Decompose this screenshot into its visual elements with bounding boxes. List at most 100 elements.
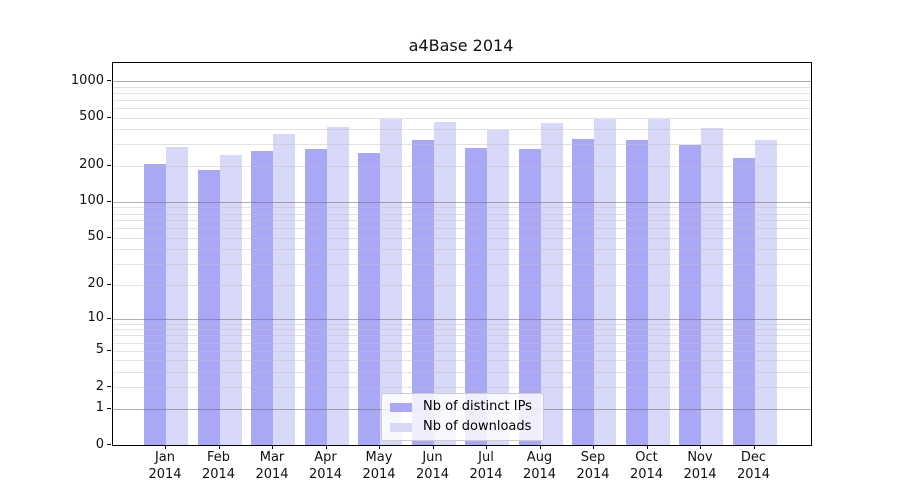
x-tick-year: 2014: [469, 467, 503, 482]
x-tick-label: Dec 2014: [722, 449, 786, 483]
y-tick-label: 1: [95, 400, 104, 415]
minor-gridline: [113, 165, 811, 167]
y-tick-label: 0: [95, 436, 104, 452]
x-tick: [218, 445, 220, 449]
minor-gridline: [113, 387, 811, 389]
bar-downloads-jan: [166, 146, 188, 445]
minor-gridline: [113, 220, 811, 222]
legend-label: Nb of distinct IPs: [423, 399, 532, 414]
major-gridline: [113, 318, 811, 320]
y-tick-label: 5: [95, 342, 104, 358]
x-tick: [272, 445, 273, 449]
y-tick: [107, 444, 111, 445]
bar-distinct-ips-oct: [625, 140, 648, 445]
x-tick: [593, 445, 594, 449]
minor-gridline: [113, 237, 811, 239]
x-tick-year: 2014: [736, 467, 771, 482]
bar-distinct-ips-may: [358, 153, 380, 445]
bar-distinct-ips-aug: [518, 149, 541, 445]
x-tick-label: Oct 2014: [615, 449, 679, 483]
x-tick-year: 2014: [362, 467, 396, 482]
bar-distinct-ips-feb: [197, 169, 220, 445]
x-tick-year: 2014: [683, 467, 717, 482]
bar-distinct-ips-apr: [304, 148, 327, 445]
bar-downloads-jul: [487, 130, 509, 445]
legend-entry: Nb of distinct IPs: [390, 399, 532, 415]
x-tick: [753, 445, 755, 449]
bar-downloads-dec: [754, 140, 777, 445]
minor-gridline: [113, 129, 811, 131]
legend-swatch: [390, 402, 412, 412]
minor-gridline: [113, 107, 811, 109]
plot-area: Nb of distinct IPs Nb of downloads: [112, 62, 812, 446]
y-tick: [107, 317, 111, 319]
minor-gridline: [113, 249, 811, 251]
y-tick: [107, 386, 111, 388]
bar-downloads-oct: [647, 118, 670, 445]
minor-gridline: [113, 360, 811, 362]
x-tick-year: 2014: [629, 467, 664, 482]
bar-downloads-jun: [433, 122, 456, 445]
x-tick: [165, 445, 166, 449]
x-tick-year: 2014: [576, 467, 610, 482]
minor-gridline: [113, 329, 811, 331]
x-tick-label: Nov 2014: [668, 449, 732, 483]
x-tick-year: 2014: [415, 467, 450, 482]
minor-gridline: [113, 228, 811, 230]
minor-gridline: [113, 264, 811, 266]
x-tick-label: May 2014: [347, 449, 411, 483]
minor-gridline: [113, 99, 811, 101]
legend: Nb of distinct IPs Nb of downloads: [381, 393, 544, 441]
minor-gridline: [113, 144, 811, 146]
y-tick-label: 20: [87, 276, 104, 292]
y-tick: [107, 407, 111, 409]
minor-gridline: [113, 372, 811, 373]
bar-distinct-ips-dec: [732, 158, 755, 445]
y-tick: [107, 236, 111, 238]
minor-gridline: [113, 117, 811, 119]
minor-gridline: [113, 213, 811, 215]
x-tick-label: Mar 2014: [240, 449, 304, 483]
bar-distinct-ips-jun: [411, 139, 434, 445]
x-tick-label: Jun 2014: [401, 449, 465, 483]
y-tick: [107, 164, 111, 166]
minor-gridline: [113, 86, 811, 88]
major-gridline: [113, 201, 811, 203]
x-tick: [432, 445, 434, 449]
y-tick: [107, 80, 111, 81]
minor-gridline: [113, 284, 811, 286]
x-tick: [646, 445, 648, 449]
chart-title: a4Base 2014: [408, 36, 514, 55]
bar-downloads-mar: [273, 134, 295, 445]
bar-downloads-feb: [219, 154, 242, 445]
x-tick: [486, 445, 487, 449]
x-tick-label: Apr 2014: [294, 449, 358, 483]
x-tick-year: 2014: [522, 467, 557, 482]
x-tick: [379, 445, 380, 449]
y-tick: [107, 283, 111, 285]
x-tick-label: Aug 2014: [508, 449, 572, 483]
x-tick-year: 2014: [201, 467, 236, 482]
y-tick: [107, 200, 111, 202]
minor-gridline: [113, 350, 811, 352]
x-tick-label: Sep 2014: [561, 449, 625, 483]
bar-distinct-ips-jan: [144, 163, 166, 445]
y-tick-label: 500: [79, 109, 104, 124]
x-tick-year: 2014: [308, 467, 343, 482]
x-tick-year: 2014: [255, 467, 289, 482]
y-tick-label: 2: [95, 378, 104, 394]
bar-distinct-ips-sep: [572, 138, 594, 445]
minor-gridline: [113, 342, 811, 344]
x-tick-year: 2014: [148, 467, 182, 482]
bar-downloads-aug: [540, 123, 563, 445]
bar-downloads-may: [380, 119, 402, 445]
legend-swatch: [390, 422, 412, 432]
x-tick-label: Feb 2014: [187, 449, 251, 483]
y-tick-label: 50: [87, 229, 104, 245]
bar-downloads-nov: [701, 127, 723, 445]
bar-distinct-ips-jul: [465, 147, 487, 445]
x-tick-label: Jan 2014: [133, 449, 197, 483]
x-tick: [700, 445, 701, 449]
legend-label: Nb of downloads: [423, 419, 532, 434]
